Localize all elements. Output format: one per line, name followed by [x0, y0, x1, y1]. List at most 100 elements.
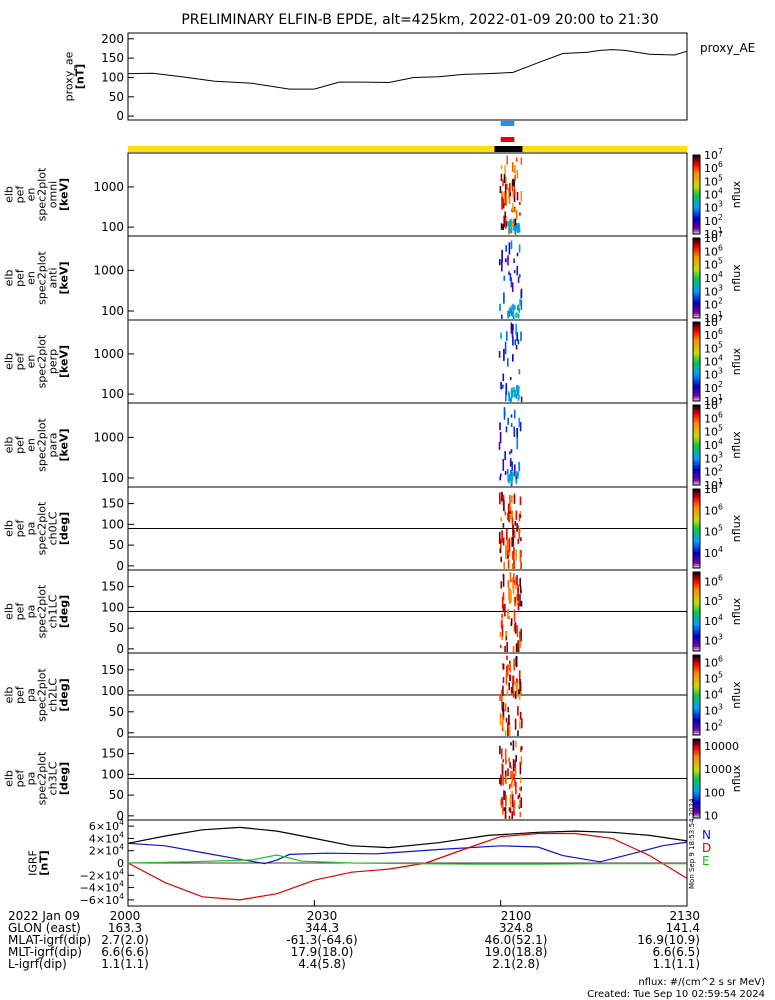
colorbar-segment: [693, 715, 700, 718]
colorbar-segment: [693, 772, 700, 776]
colorbar-segment: [693, 212, 700, 215]
spectrogram-pixel: [519, 274, 521, 278]
blue-interval-bar: [500, 121, 515, 126]
spectrogram-pixel: [501, 694, 503, 708]
igrf-line-total: [127, 826, 688, 849]
colorbar-segment: [693, 198, 700, 201]
spectrogram-pixel: [512, 675, 515, 685]
colorbar-segment: [693, 812, 700, 815]
colorbar-tick-label: 104: [704, 270, 723, 285]
colorbar-segment: [693, 196, 700, 200]
colorbar-segment: [693, 155, 700, 158]
y-tick-label: 50: [109, 538, 124, 552]
colorbar-segment: [693, 669, 700, 672]
spectrogram-pixel: [499, 303, 501, 311]
colorbar-segment: [693, 689, 700, 692]
colorbar-segment: [693, 713, 700, 716]
spectrogram-pixel: [513, 810, 515, 816]
colorbar-segment: [693, 310, 700, 313]
spectrogram-pixel: [500, 165, 503, 170]
colorbar-segment: [693, 534, 700, 537]
colorbar-segment: [693, 536, 700, 539]
colorbar-tick-label: 104: [704, 437, 723, 452]
spectrogram-pixel: [504, 341, 507, 355]
spectrogram-pixel: [503, 348, 505, 361]
spectrogram-pixel: [502, 775, 504, 786]
colorbar-segment: [693, 788, 700, 791]
spectrogram-pixel: [520, 746, 523, 750]
spectrogram-pixel: [510, 307, 512, 313]
colorbar-label: nflux: [730, 431, 743, 459]
y-axis-label: en: [25, 355, 38, 369]
colorbar-segment: [693, 655, 700, 658]
colorbar-tick-label: 105: [704, 340, 723, 355]
colorbar-segment: [693, 770, 700, 774]
spectrogram-pixel: [519, 715, 522, 720]
spectrogram-pixel: [502, 458, 505, 471]
spectrogram-pixel: [499, 186, 502, 194]
colorbar-tick-label: 107: [704, 481, 723, 496]
colorbar-segment: [693, 764, 700, 768]
colorbar-segment: [693, 623, 700, 626]
colorbar-segment: [693, 554, 700, 557]
orbit-table: 2022 Jan 09 2000 2030 2100 2130 GLON (east) 16…: [8, 909, 700, 971]
colorbar-segment: [693, 524, 700, 528]
spectrogram-pixel: [500, 538, 502, 549]
spectrogram-pixel: [517, 795, 520, 800]
y-tick-label: 100: [101, 387, 124, 401]
colorbar-segment: [693, 359, 700, 363]
spectrogram-pixel: [509, 588, 512, 597]
colorbar-segment: [693, 748, 700, 752]
colorbar-segment: [693, 673, 700, 676]
spectrogram-pixel: [502, 685, 504, 696]
spectrogram-pixel: [512, 691, 515, 698]
y-axis-label: [nT]: [74, 64, 87, 89]
spectrogram-pixel: [501, 636, 503, 641]
colorbar-segment: [693, 439, 700, 442]
panel-pa_ch2: 150100500elbpefpaspec2plotch2LC[deg]1061…: [3, 652, 743, 740]
spectrogram-pixel: [507, 221, 509, 226]
colorbar-segment: [693, 345, 700, 349]
colorbar-label: nflux: [730, 681, 743, 709]
spectrogram-pixel: [514, 597, 516, 607]
black-science-bar: [494, 146, 523, 152]
y-axis-label: pef: [14, 685, 27, 704]
colorbar-segment: [693, 188, 700, 192]
colorbar-segment: [693, 246, 700, 249]
colorbar-tick-label: 105: [704, 173, 723, 188]
spectrogram-pixel: [517, 602, 520, 611]
spectrogram-pixel: [505, 245, 507, 252]
colorbar-segment: [693, 389, 700, 392]
spectrogram-pixel: [507, 474, 509, 480]
spectrogram-pixel: [511, 563, 514, 569]
spectrogram-pixel: [515, 479, 518, 485]
colorbar-segment: [693, 546, 700, 549]
colorbar-segment: [693, 768, 700, 772]
colorbar-segment: [693, 471, 700, 474]
colorbar-segment: [693, 214, 700, 217]
colorbar-tick-label: 106: [704, 243, 723, 258]
colorbar-segment: [693, 176, 700, 180]
y-axis-label: [deg]: [58, 678, 71, 711]
colorbar-segment: [693, 481, 700, 484]
colorbar-segment: [693, 581, 700, 585]
spectrogram-pixel: [515, 313, 517, 319]
spectrogram-pixel: [513, 609, 516, 623]
spectrogram-pixel: [510, 449, 513, 454]
colorbar-tick-label: 101: [704, 393, 723, 408]
spectrogram-pixel: [516, 265, 519, 276]
colorbar-segment: [693, 687, 700, 690]
spectrogram-pixel: [512, 303, 515, 309]
colorbar-segment: [693, 407, 700, 410]
y-tick-label: 0: [116, 642, 124, 656]
colorbar-segment: [693, 699, 700, 702]
spectrogram-pixel: [509, 273, 512, 281]
colorbar-segment: [693, 264, 700, 267]
colorbar-segment: [693, 538, 700, 541]
spectrogram-pixel: [503, 561, 505, 569]
y-axis-label: elb: [3, 687, 16, 704]
spectrogram-pixel: [506, 184, 509, 190]
colorbar-segment: [693, 455, 700, 458]
y-tick-label: 150: [101, 51, 124, 65]
spectrogram-pixel: [507, 503, 510, 511]
